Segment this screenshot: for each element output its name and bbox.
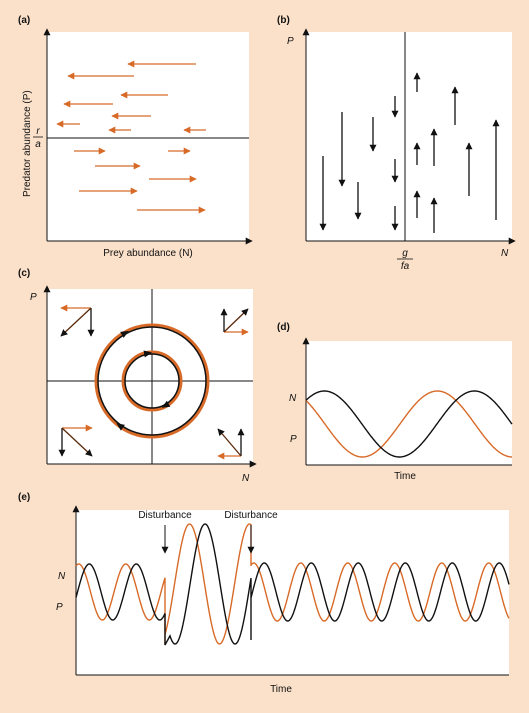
panel-a-threshold-numerator: r	[36, 126, 40, 137]
predator-disturbed-curve	[75, 523, 510, 646]
quadrant-bottom-left-resultant-vector	[61, 427, 93, 457]
panel-d-p-label: P	[290, 434, 297, 445]
panel-d: (d) N P Time	[277, 322, 513, 482]
panel-b-threshold-denominator: fa	[401, 261, 410, 272]
cycle-direction-arrow-3	[161, 400, 171, 408]
panel-a-x-label: Prey abundance (N)	[103, 248, 193, 259]
panel-c-cycles	[58, 304, 249, 460]
small-cycle-predator	[124, 353, 180, 409]
panel-c-y-label: P	[30, 292, 37, 303]
panel-a-threshold-denominator: a	[35, 139, 41, 150]
large-cycle-prey	[94, 323, 210, 439]
panel-b: (b) P N g fa	[277, 15, 516, 272]
panel-e-plot-area	[76, 510, 509, 675]
panel-a: (a) Predator abundance (P) Prey abundanc…	[18, 15, 253, 259]
panel-b-x-label: N	[501, 248, 509, 259]
panel-d-x-label: Time	[394, 471, 416, 482]
panel-b-y-label: P	[287, 36, 294, 47]
cycle-direction-arrow-4	[143, 350, 153, 358]
disturbance-1-label: Disturbance	[138, 510, 192, 521]
panel-e: Disturbance Disturbance (e) N P Time	[18, 492, 510, 695]
disturbance-2-label: Disturbance	[224, 510, 278, 521]
predator-oscillation-curve	[305, 390, 513, 458]
panel-a-arrows	[56, 60, 206, 214]
panel-a-plot-area	[47, 32, 249, 241]
quadrant-bottom-right-resultant-vector	[217, 428, 242, 457]
panel-a-y-label: Predator abundance (P)	[22, 90, 33, 197]
small-cycle-prey	[121, 350, 183, 412]
large-cycle-predator	[97, 326, 207, 436]
quadrant-top-left-resultant-vector	[60, 307, 92, 337]
panel-e-n-label: N	[58, 571, 66, 582]
panel-d-plot-area	[306, 341, 512, 465]
cycle-direction-arrow-2	[116, 423, 125, 431]
panel-a-label: (a)	[18, 15, 30, 26]
panel-c-x-label: N	[242, 473, 250, 484]
panel-e-p-label: P	[56, 602, 63, 613]
panel-d-label: (d)	[277, 322, 290, 333]
panel-b-threshold-numerator: g	[402, 248, 408, 259]
panel-d-n-label: N	[289, 393, 297, 404]
panel-e-label: (e)	[18, 492, 30, 503]
prey-oscillation-curve	[305, 390, 513, 458]
panel-d-curves	[305, 390, 513, 458]
prey-disturbed-curve	[75, 523, 510, 645]
panel-b-arrows	[319, 72, 500, 233]
quadrant-top-right-resultant-vector	[223, 308, 249, 333]
panel-e-x-label: Time	[270, 684, 292, 695]
panel-c-label: (c)	[18, 268, 30, 279]
cycle-direction-arrow-1	[120, 330, 129, 338]
panel-c: (c) P N	[18, 268, 257, 484]
panel-e-curves	[75, 523, 510, 646]
panel-b-label: (b)	[277, 15, 290, 26]
panel-b-plot-area	[306, 32, 512, 241]
